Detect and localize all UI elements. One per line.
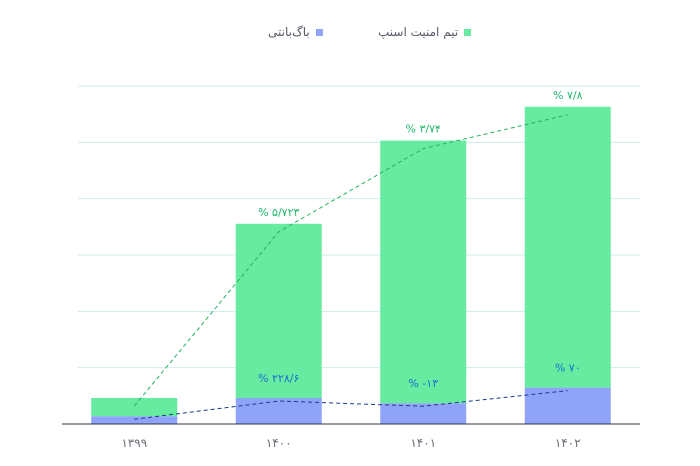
growth-label-snapp-security-3: % ۷/۸ [553, 89, 583, 102]
growth-label-bug-bounty-1: % ۲۲۸/۶ [258, 372, 299, 385]
bar-snapp-security-3 [524, 106, 611, 388]
bar-bug-bounty-2 [380, 403, 467, 424]
trend-line-bug-bounty [134, 390, 568, 420]
x-tick-label: ۱۴۰۰ [266, 436, 292, 450]
legend-item-bug-bounty[interactable]: باگ‌بانتی [268, 25, 323, 39]
x-axis: ۱۳۹۹ ۱۴۰۰ ۱۴۰۱ ۱۴۰۲ [62, 423, 640, 450]
x-tick-label: ۱۴۰۲ [555, 436, 581, 450]
legend-item-snapp-security[interactable]: تیم امنیت اسنپ [378, 25, 472, 39]
legend: تیم امنیت اسنپ باگ‌بانتی [0, 25, 700, 45]
bars [91, 106, 611, 424]
bar-snapp-security-2 [380, 140, 467, 404]
growth-label-snapp-security-2: % ۳/۷۴ [406, 123, 441, 136]
data-labels: % ۲۲۸/۶ % -۱۳ % ۷۰ % ۵/۷۲۳ % ۳/۷۴ % ۷/۸ [258, 89, 582, 390]
legend-swatch-green [464, 28, 472, 36]
trend-line-snapp-security [133, 114, 568, 407]
bar-snapp-security-0 [91, 398, 178, 417]
growth-label-bug-bounty-2: % -۱۳ [408, 377, 438, 390]
legend-label-bug-bounty: باگ‌بانتی [268, 25, 310, 39]
legend-swatch-blue [315, 28, 323, 36]
x-tick-label: ۱۳۹۹ [121, 436, 147, 450]
x-tick-label: ۱۴۰۱ [410, 436, 436, 450]
trend-lines [133, 114, 568, 420]
bar-bug-bounty-0 [91, 416, 178, 424]
growth-label-bug-bounty-3: % ۷۰ [555, 362, 581, 375]
growth-label-snapp-security-1: % ۵/۷۲۳ [258, 206, 299, 219]
legend-label-snapp-security: تیم امنیت اسنپ [378, 25, 459, 39]
bar-snapp-security-1 [235, 223, 322, 398]
bar-bug-bounty-1 [235, 398, 322, 424]
bar-bug-bounty-3 [524, 387, 611, 424]
